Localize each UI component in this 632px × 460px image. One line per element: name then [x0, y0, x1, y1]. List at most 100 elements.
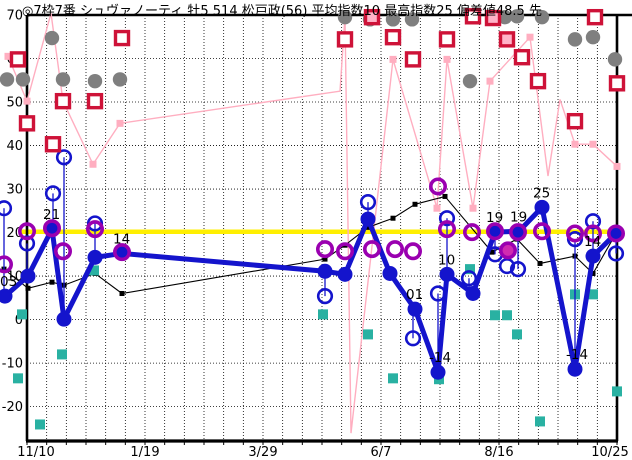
gray-dot-marker — [585, 29, 601, 45]
pink-square-marker — [486, 77, 494, 85]
chart-title: ◎7枠7番 シュヴァノーティ 牡5 514 松戸政(56) 平均指数10 最高指… — [22, 4, 542, 19]
teal-square-marker — [318, 309, 328, 320]
red-square-marker — [513, 49, 531, 66]
index-value-label: -14 — [566, 347, 588, 363]
index-value-label: 01 — [406, 287, 423, 303]
teal-square-marker — [13, 373, 23, 384]
index-value-label: -14 — [429, 350, 451, 366]
gray-dot-marker — [15, 72, 31, 87]
main-index-dot — [608, 225, 624, 241]
gray-dot-marker — [0, 72, 15, 87]
y-axis-label: 50 — [6, 96, 23, 111]
pink-square-marker — [571, 140, 579, 148]
purple-ring-marker — [508, 223, 527, 242]
open-circle-marker — [509, 261, 527, 278]
open-circle-marker — [584, 213, 602, 230]
gray-dot-marker — [112, 72, 128, 87]
purple-ring-marker — [113, 243, 132, 262]
black-square-marker — [442, 193, 448, 199]
pink-square-marker — [433, 204, 441, 212]
teal-square-marker — [512, 329, 522, 340]
gray-dot-marker — [44, 30, 60, 46]
index-value-label: 14 — [584, 234, 601, 250]
red-square-marker — [44, 136, 62, 153]
pink-square-marker — [589, 140, 597, 148]
open-circle-marker — [404, 330, 422, 347]
open-circle-marker — [55, 149, 73, 166]
purple-ring-marker — [17, 222, 36, 241]
x-axis-label: 8/16 — [484, 445, 513, 460]
main-index-dot — [56, 311, 72, 327]
y-axis-label: -10 — [2, 357, 23, 372]
purple-ring-marker — [606, 224, 625, 243]
black-square-marker — [25, 285, 31, 291]
x-axis-label: 11/10 — [17, 445, 54, 460]
purple-ring-marker — [428, 177, 447, 196]
main-index-dot — [20, 268, 36, 284]
index-value-label: 10 — [438, 252, 455, 268]
pink-square-marker — [4, 52, 12, 60]
teal-square-marker — [17, 309, 27, 320]
teal-square-marker — [502, 310, 512, 321]
black-square-marker — [390, 215, 396, 221]
red-square-marker — [54, 92, 72, 110]
gray-dot-marker — [385, 12, 401, 27]
red-square-marker — [404, 51, 422, 68]
pink-square-marker — [389, 55, 397, 63]
index-value-label: 14 — [113, 231, 130, 247]
red-square-marker — [586, 8, 604, 26]
red-square-marker — [18, 115, 36, 132]
open-circle-marker — [438, 210, 456, 227]
open-circle-marker — [607, 245, 625, 262]
y-axis-label: 40 — [6, 139, 23, 154]
index-value-label: 03 — [0, 274, 17, 290]
red-square-marker — [384, 28, 402, 46]
red-square-marker — [336, 31, 354, 48]
black-square-marker — [119, 290, 125, 296]
gray-dot-marker — [462, 73, 478, 89]
teal-square-marker — [363, 329, 373, 340]
pink-square-marker — [613, 162, 621, 170]
gray-dot-marker — [87, 73, 103, 89]
gray-dot-marker — [607, 52, 623, 67]
purple-ring-marker — [498, 241, 517, 260]
black-square-marker — [412, 201, 418, 207]
purple-ring-marker — [86, 220, 105, 239]
pink-square-marker — [526, 33, 534, 41]
pink-square-marker — [23, 97, 31, 105]
open-circle-marker — [0, 200, 13, 217]
gray-dot-marker — [404, 12, 420, 27]
index-value-label: 21 — [43, 207, 60, 223]
index-value-label: 25 — [533, 185, 550, 201]
pink-square-marker — [89, 160, 97, 168]
purple-ring-marker — [437, 220, 456, 239]
red-square-marker — [566, 112, 584, 130]
open-circle-marker — [460, 270, 478, 287]
main-index-dot — [317, 263, 333, 279]
black-square-marker — [322, 256, 328, 262]
teal-square-marker — [35, 419, 45, 430]
red-square-marker — [9, 51, 27, 68]
black-square-marker — [590, 270, 596, 276]
red-square-marker — [113, 29, 131, 47]
open-circle-marker — [44, 185, 62, 202]
red-square-marker — [464, 8, 482, 25]
black-square-marker — [489, 249, 495, 255]
main-index-dot — [585, 248, 601, 264]
red-square-marker — [498, 31, 516, 48]
teal-square-marker — [588, 289, 598, 300]
main-index-dot — [0, 288, 13, 304]
y-axis-label: 30 — [6, 183, 23, 198]
x-axis-label: 10/25 — [591, 445, 628, 460]
black-square-marker — [537, 260, 543, 266]
teal-square-marker — [612, 386, 622, 397]
main-index-dot — [534, 199, 550, 215]
purple-ring-marker — [362, 240, 381, 259]
gray-dot-marker — [497, 9, 513, 25]
pink-square-marker — [116, 119, 124, 127]
index-value-label: 19 — [486, 210, 503, 226]
purple-ring-marker — [565, 224, 584, 243]
main-index-dot — [382, 265, 398, 281]
teal-square-marker — [490, 310, 500, 321]
